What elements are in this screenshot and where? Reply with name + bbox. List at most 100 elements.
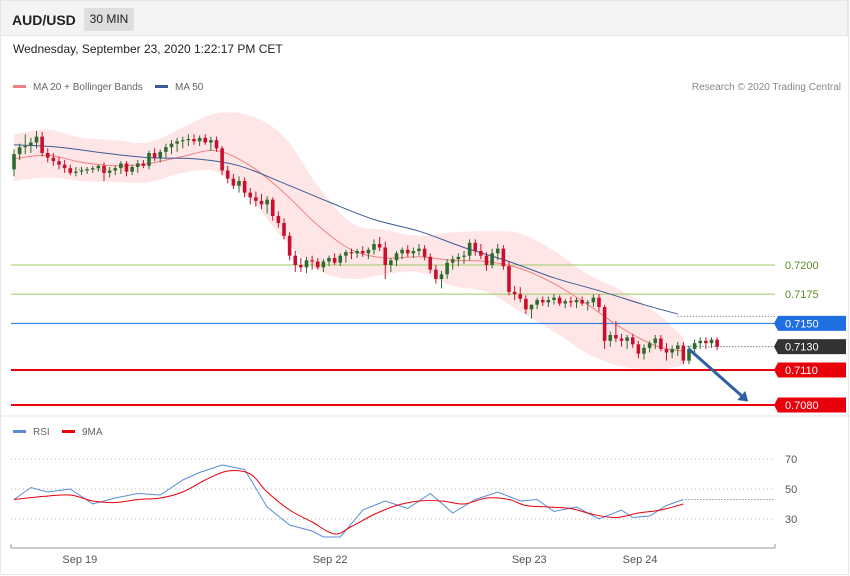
ma20-legend-swatch <box>13 85 26 88</box>
candle <box>29 137 33 153</box>
candle-body <box>490 253 494 265</box>
candle <box>479 244 483 260</box>
candle <box>675 342 680 356</box>
candle-body <box>507 266 511 292</box>
candle <box>293 251 298 272</box>
candle <box>259 193 264 209</box>
rsi-legend: RSI 9MA <box>13 427 103 438</box>
candle-body <box>619 338 624 341</box>
candle <box>85 167 89 174</box>
candle-body <box>242 181 247 193</box>
rsi-ma-legend-swatch <box>62 430 75 433</box>
candle-body <box>293 255 298 265</box>
forecast-arrow-shaft <box>687 347 743 397</box>
candle-body <box>450 259 455 263</box>
candle <box>254 191 258 207</box>
candle-body <box>636 344 641 354</box>
candle-body <box>79 170 84 172</box>
candle <box>467 239 472 261</box>
candle-body <box>192 139 196 142</box>
timeframe-button[interactable]: 30 MIN <box>84 8 134 31</box>
candle-body <box>130 167 134 172</box>
candle-body <box>709 339 714 344</box>
candle-body <box>372 244 376 250</box>
candle-body <box>344 252 348 256</box>
candle-body <box>681 345 686 361</box>
candle-body <box>439 274 444 279</box>
candle <box>214 136 219 152</box>
candle <box>462 251 466 264</box>
candle-body <box>282 223 286 236</box>
candle <box>585 300 590 311</box>
candle-body <box>259 200 264 205</box>
candle <box>394 251 399 267</box>
candle-body <box>512 291 517 295</box>
candle-body <box>169 143 174 148</box>
candle <box>653 335 658 349</box>
candle <box>276 211 281 228</box>
candle <box>602 304 607 349</box>
candle <box>34 130 39 149</box>
candle-body <box>237 181 241 186</box>
candle-body <box>29 142 33 146</box>
candle <box>405 245 410 257</box>
candle-body <box>180 140 185 142</box>
candle <box>445 259 449 279</box>
candle <box>265 196 269 214</box>
level-label-0.7130: 0.7130 <box>785 342 819 354</box>
candle-body <box>675 345 680 349</box>
candle-body <box>147 153 151 166</box>
candle-body <box>591 297 596 303</box>
candle <box>17 143 22 160</box>
level-tag-0.7080 <box>778 397 846 413</box>
candle-body <box>220 148 224 171</box>
candle <box>569 296 573 307</box>
candle <box>270 197 275 221</box>
candle-body <box>349 252 354 254</box>
candle <box>535 297 539 310</box>
candle <box>45 148 50 163</box>
candle <box>540 296 545 306</box>
ma50-legend-swatch <box>155 85 168 88</box>
candle <box>321 259 326 272</box>
rsi-tick-30: 30 <box>785 514 797 526</box>
candle <box>141 160 146 169</box>
candle <box>614 321 618 342</box>
candle <box>62 160 67 173</box>
candle <box>456 253 461 267</box>
candle <box>102 162 106 181</box>
candle-body <box>473 242 478 251</box>
candle <box>186 134 191 146</box>
candle-body <box>141 163 146 166</box>
candle-body <box>580 300 584 304</box>
candle-body <box>62 164 67 169</box>
candle-body <box>34 136 39 143</box>
candle-body <box>467 242 472 256</box>
candle <box>68 164 73 176</box>
candle <box>248 188 253 205</box>
candle <box>237 176 241 193</box>
level-tag-pointer-0.7130 <box>774 339 778 355</box>
candle <box>383 241 388 279</box>
candle-body <box>574 300 579 303</box>
candle-body <box>692 343 697 349</box>
candle <box>304 256 309 274</box>
candle-body <box>585 302 590 304</box>
candle-body <box>445 262 449 275</box>
candle <box>659 335 663 352</box>
candle-body <box>529 304 534 310</box>
candle-body <box>304 260 309 268</box>
candle-body <box>462 255 466 257</box>
candle-body <box>625 337 629 341</box>
candle <box>552 294 556 305</box>
level-label-0.7150: 0.7150 <box>785 318 819 330</box>
ma20-legend-label: MA 20 + Bollinger Bands <box>33 82 143 93</box>
candle <box>310 255 314 270</box>
candle-body <box>270 199 275 216</box>
candle <box>203 134 208 145</box>
level-label-0.7175: 0.7175 <box>785 289 819 301</box>
candle-body <box>642 347 646 354</box>
candle-body <box>175 141 179 144</box>
candle <box>636 340 641 359</box>
